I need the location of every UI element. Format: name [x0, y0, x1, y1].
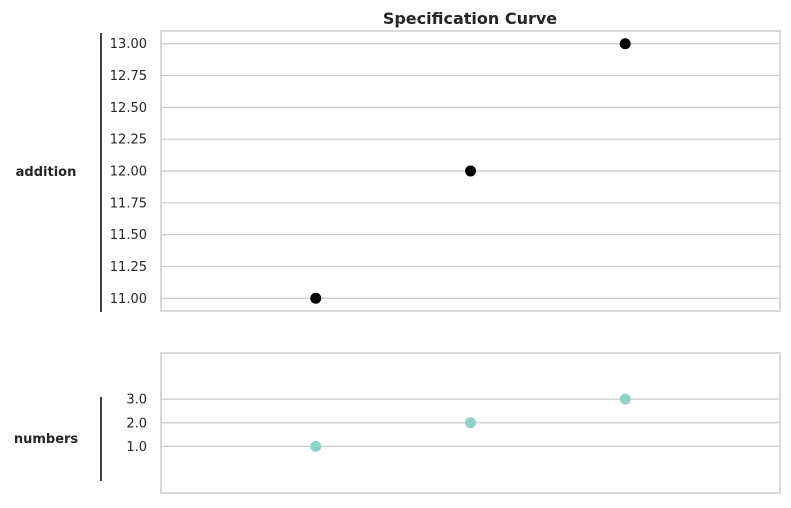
data-point — [465, 165, 476, 177]
data-point — [310, 292, 322, 304]
y-tick-label: 12.75 — [110, 69, 147, 84]
y-tick-label: 11.25 — [110, 260, 147, 275]
y-tick-label: 11.00 — [110, 292, 147, 307]
y-tick-label: 12.25 — [110, 133, 147, 148]
plot-frame — [160, 352, 781, 494]
chart-title: Specification Curve — [383, 9, 557, 28]
y-tick-label: 3.0 — [126, 393, 147, 408]
y-tick-label: 2.0 — [126, 416, 147, 431]
group-label: addition — [16, 165, 77, 180]
data-point — [310, 440, 322, 452]
y-tick-label: 13.00 — [110, 37, 147, 52]
data-point — [465, 417, 476, 429]
y-tick-label: 12.00 — [110, 165, 147, 180]
y-tick-label: 1.0 — [126, 440, 147, 455]
y-tick-label: 12.50 — [110, 101, 147, 116]
plot-frame — [160, 30, 781, 312]
data-point — [619, 393, 631, 405]
y-tick-label: 11.75 — [110, 196, 147, 211]
group-label: numbers — [14, 432, 79, 447]
data-point — [619, 38, 631, 50]
y-tick-label: 11.50 — [110, 228, 147, 243]
